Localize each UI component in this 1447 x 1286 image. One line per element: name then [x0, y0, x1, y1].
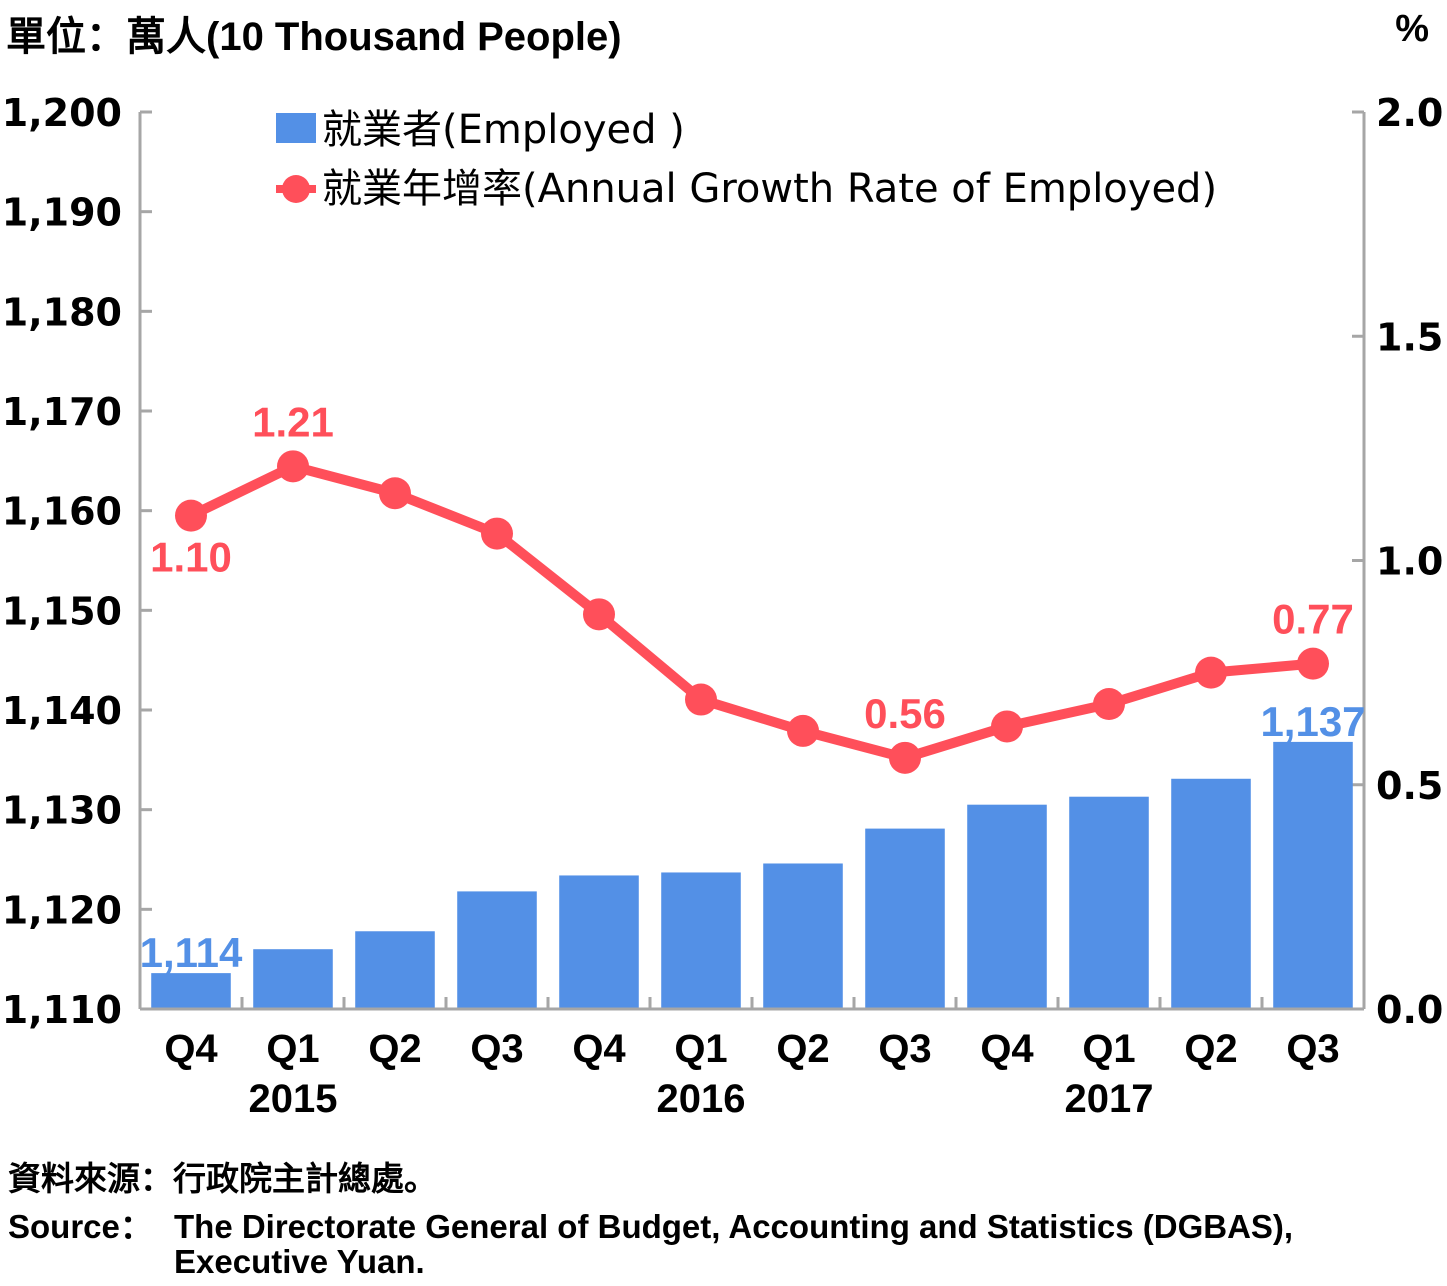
bar-employed	[1069, 796, 1149, 1008]
bar-data-label: 1,114	[140, 929, 243, 976]
legend-employed-label: 就業者(Employed )	[322, 107, 685, 153]
right-axis-tick-label: 2.0	[1376, 91, 1443, 135]
growth-rate-marker	[379, 477, 411, 510]
left-axis-tick-label: 1,200	[2, 91, 122, 135]
right-axis-unit-label: %	[1395, 8, 1429, 50]
x-axis-category-label: Q3	[470, 1027, 523, 1071]
left-axis-tick-label: 1,140	[2, 689, 122, 733]
x-axis-year-label: 2017	[1065, 1077, 1154, 1121]
left-axis-tick-label: 1,110	[2, 988, 122, 1032]
source-en-line2: Executive Yuan.	[174, 1243, 425, 1280]
growth-rate-marker	[1195, 656, 1227, 689]
bar-employed	[151, 973, 231, 1008]
x-axis-category-label: Q1	[674, 1027, 727, 1071]
bar-employed	[661, 872, 741, 1008]
growth-rate-marker	[583, 598, 615, 631]
source-en-text: The Directorate General of Budget, Accou…	[174, 1208, 1294, 1245]
left-axis-tick-label: 1,150	[2, 589, 122, 633]
growth-rate-marker	[685, 683, 717, 716]
source-zh: 資料來源：行政院主計總處。	[8, 1160, 437, 1197]
bar-employed	[865, 828, 945, 1008]
bar-employed	[763, 863, 843, 1008]
bar-employed	[1273, 741, 1353, 1008]
growth-rate-marker	[481, 517, 513, 550]
x-axis-category-label: Q2	[776, 1027, 829, 1071]
x-axis-year-label: 2016	[657, 1077, 746, 1121]
right-axis-tick-label: 1.5	[1376, 315, 1443, 359]
line-data-label: 1.10	[150, 534, 232, 581]
line-data-label: 0.77	[1272, 596, 1354, 643]
growth-rate-marker	[277, 450, 309, 483]
x-axis-category-label: Q2	[368, 1027, 421, 1071]
growth-rate-marker	[991, 710, 1023, 743]
legend-growth-rate-label: 就業年增率(Annual Growth Rate of Employed)	[322, 166, 1217, 212]
growth-rate-marker	[1093, 688, 1125, 721]
left-axis-tick-label: 1,190	[2, 191, 122, 235]
bar-data-label: 1,137	[1260, 698, 1365, 745]
line-data-label: 0.56	[864, 690, 946, 737]
x-axis-category-label: Q4	[980, 1027, 1034, 1071]
left-axis-tick-label: 1,180	[2, 290, 122, 334]
growth-rate-marker	[175, 499, 207, 532]
x-axis-category-label: Q2	[1184, 1027, 1237, 1071]
right-axis-tick-label: 0.0	[1376, 988, 1443, 1032]
left-axis-tick-label: 1,160	[2, 490, 122, 534]
left-axis-unit-label: 單位：萬人(10 Thousand People)	[6, 15, 622, 59]
x-axis-category-label: Q4	[572, 1027, 626, 1071]
x-axis-year-label: 2015	[249, 1077, 338, 1121]
left-axis-tick-label: 1,170	[2, 390, 122, 434]
x-axis-category-label: Q1	[1082, 1027, 1135, 1071]
bar-employed	[457, 891, 537, 1008]
source-en-label: Source：	[8, 1208, 153, 1245]
left-axis-tick-label: 1,130	[2, 789, 122, 833]
combo-chart: 1,110 1,120 1,130 1,140 1,150 1,160 1,170 1,180…	[2, 91, 1444, 1121]
growth-rate-line	[188, 461, 1314, 763]
bar-employed	[559, 875, 639, 1008]
x-axis-category-label: Q4	[164, 1027, 218, 1071]
bar-employed	[1171, 778, 1251, 1008]
x-axis-category-label: Q3	[1286, 1027, 1339, 1071]
bar-employed	[967, 804, 1047, 1008]
legend-marker-icon	[282, 175, 310, 203]
x-axis-category-label: Q1	[266, 1027, 319, 1071]
bar-employed	[253, 949, 333, 1008]
line-data-label: 1.21	[252, 398, 334, 445]
left-axis-tick-label: 1,120	[2, 888, 122, 932]
growth-rate-marker	[889, 741, 921, 774]
source-en-line1: Source： The Directorate General of Budget…	[8, 1200, 1293, 1248]
growth-rate-marker	[1297, 647, 1329, 680]
right-axis-tick-label: 0.5	[1376, 764, 1443, 808]
legend-bar-swatch-icon	[276, 113, 316, 143]
growth-rate-marker	[787, 714, 819, 747]
x-axis-category-label: Q3	[878, 1027, 931, 1071]
bar-employed	[355, 931, 435, 1008]
right-axis-tick-label: 1.0	[1376, 540, 1443, 584]
